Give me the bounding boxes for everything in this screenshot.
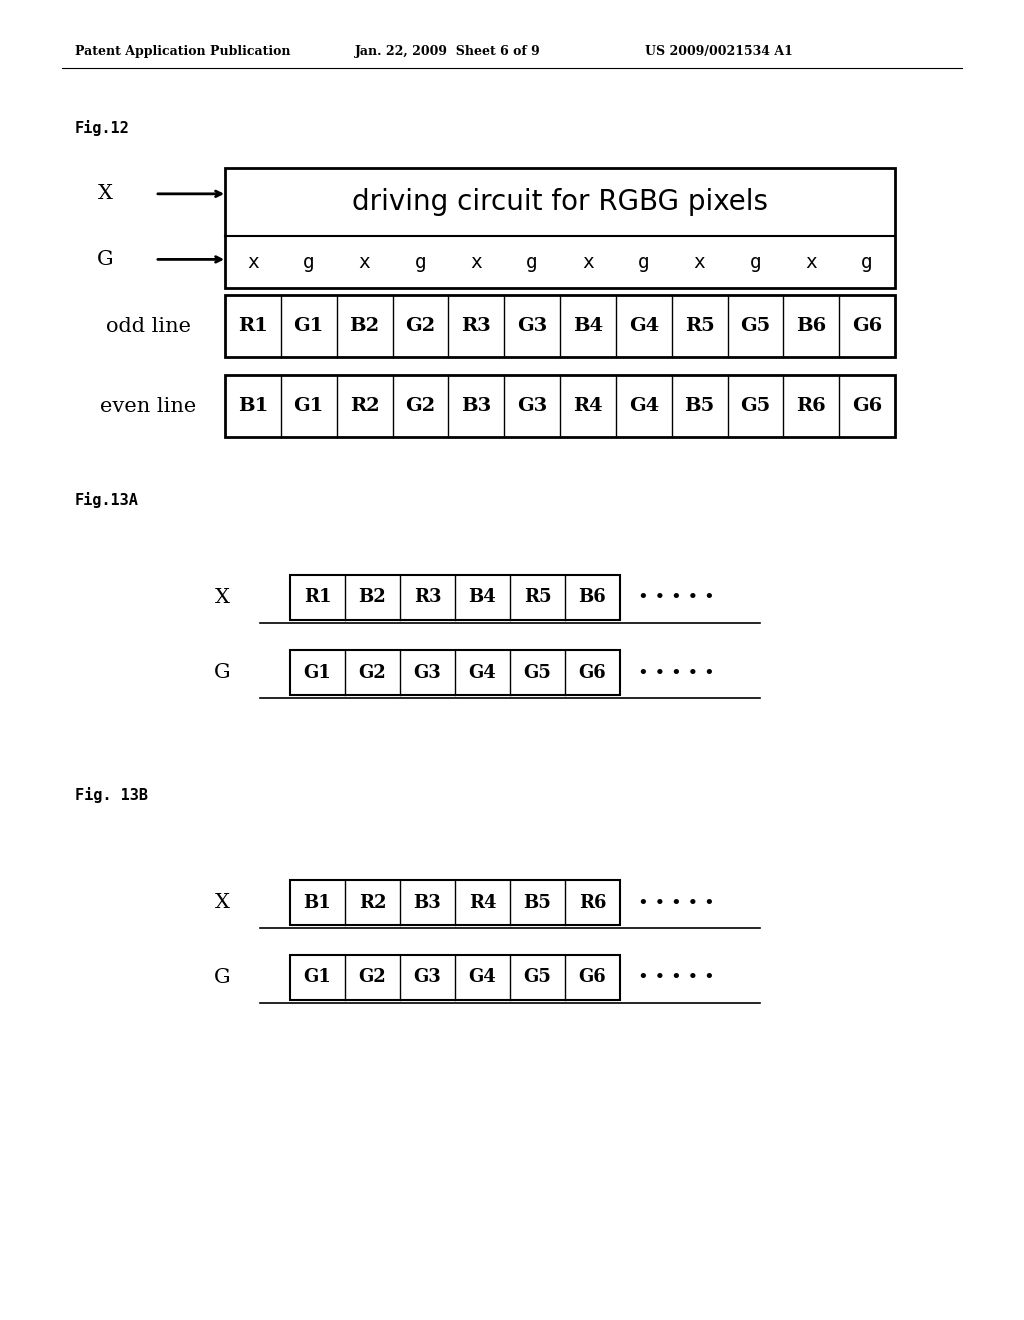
Text: X: X [215, 894, 229, 912]
Text: G5: G5 [523, 664, 552, 681]
Text: G3: G3 [414, 969, 441, 986]
Text: G6: G6 [579, 969, 606, 986]
Bar [290, 649, 620, 696]
Text: Fig. 13B: Fig. 13B [75, 787, 148, 803]
Text: g: g [303, 252, 314, 272]
Text: g: g [861, 252, 872, 272]
Text: G4: G4 [469, 969, 497, 986]
Text: G1: G1 [304, 664, 332, 681]
Text: B5: B5 [684, 397, 715, 414]
Text: G4: G4 [469, 664, 497, 681]
Text: G3: G3 [517, 317, 547, 335]
Text: G: G [214, 663, 230, 682]
Text: G1: G1 [294, 397, 324, 414]
Text: G2: G2 [406, 317, 435, 335]
Text: G: G [96, 249, 114, 269]
Text: G6: G6 [852, 397, 883, 414]
Text: G6: G6 [852, 317, 883, 335]
Text: R3: R3 [462, 317, 492, 335]
Text: R3: R3 [414, 589, 441, 606]
Text: x: x [358, 252, 371, 272]
Text: x: x [470, 252, 482, 272]
Text: G2: G2 [358, 664, 386, 681]
Text: R1: R1 [238, 317, 268, 335]
Text: g: g [638, 252, 649, 272]
Text: • • • • •: • • • • • [638, 589, 715, 606]
Text: Patent Application Publication: Patent Application Publication [75, 45, 291, 58]
Text: B2: B2 [349, 317, 380, 335]
Bar [225, 294, 895, 356]
Text: G4: G4 [629, 317, 658, 335]
Text: B6: B6 [796, 317, 826, 335]
Bar [290, 576, 620, 620]
Text: R4: R4 [573, 397, 603, 414]
Text: B4: B4 [469, 589, 497, 606]
Text: x: x [693, 252, 706, 272]
Text: G2: G2 [358, 969, 386, 986]
Text: G: G [214, 968, 230, 987]
Bar [225, 168, 895, 288]
Text: G1: G1 [304, 969, 332, 986]
Text: x: x [247, 252, 259, 272]
Text: R6: R6 [579, 894, 606, 912]
Text: G4: G4 [629, 397, 658, 414]
Text: R2: R2 [358, 894, 386, 912]
Text: G6: G6 [579, 664, 606, 681]
Bar [290, 880, 620, 925]
Bar [290, 954, 620, 1001]
Text: G5: G5 [740, 397, 770, 414]
Text: • • • • •: • • • • • [638, 969, 715, 986]
Text: X: X [215, 587, 229, 607]
Text: • • • • •: • • • • • [638, 894, 715, 912]
Text: G3: G3 [517, 397, 547, 414]
Text: odd line: odd line [105, 317, 190, 335]
Text: B4: B4 [572, 317, 603, 335]
Text: B3: B3 [461, 397, 492, 414]
Text: R6: R6 [797, 397, 826, 414]
Text: B1: B1 [304, 894, 332, 912]
Text: g: g [750, 252, 761, 272]
Text: R5: R5 [523, 589, 551, 606]
Text: US 2009/0021534 A1: US 2009/0021534 A1 [645, 45, 793, 58]
Text: G2: G2 [406, 397, 435, 414]
Text: G1: G1 [294, 317, 324, 335]
Text: g: g [415, 252, 426, 272]
Text: R2: R2 [350, 397, 380, 414]
Text: B6: B6 [579, 589, 606, 606]
Text: B2: B2 [358, 589, 386, 606]
Text: even line: even line [100, 396, 197, 416]
Text: R4: R4 [469, 894, 497, 912]
Text: g: g [526, 252, 538, 272]
Text: B5: B5 [523, 894, 552, 912]
Text: R1: R1 [304, 589, 331, 606]
Text: • • • • •: • • • • • [638, 664, 715, 681]
Text: G5: G5 [740, 317, 770, 335]
Text: R5: R5 [685, 317, 715, 335]
Text: B1: B1 [238, 397, 268, 414]
Text: X: X [97, 185, 113, 203]
Text: B3: B3 [414, 894, 441, 912]
Text: Fig.13A: Fig.13A [75, 492, 139, 508]
Text: x: x [805, 252, 817, 272]
Bar [225, 375, 895, 437]
Text: x: x [582, 252, 594, 272]
Text: G5: G5 [523, 969, 552, 986]
Text: Jan. 22, 2009  Sheet 6 of 9: Jan. 22, 2009 Sheet 6 of 9 [355, 45, 541, 58]
Text: G3: G3 [414, 664, 441, 681]
Text: Fig.12: Fig.12 [75, 120, 130, 136]
Text: driving circuit for RGBG pixels: driving circuit for RGBG pixels [352, 187, 768, 216]
